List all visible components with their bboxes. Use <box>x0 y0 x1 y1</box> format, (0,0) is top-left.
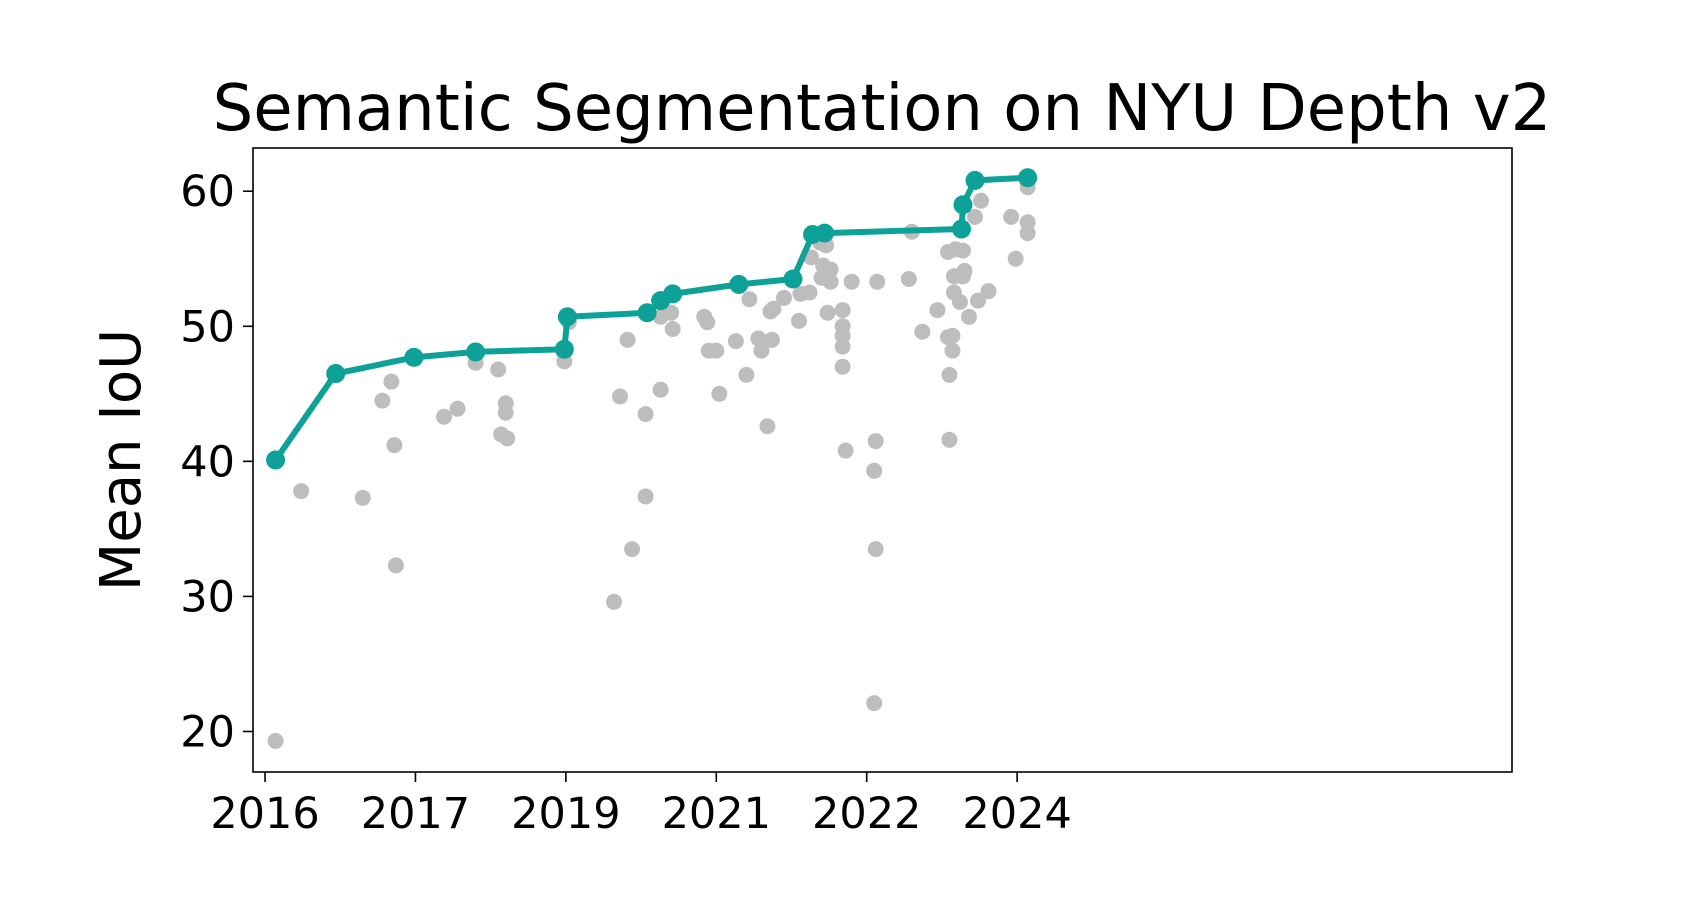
other-model-point <box>837 442 854 459</box>
sota-point <box>557 307 577 327</box>
other-model-point <box>374 392 391 409</box>
other-model-point <box>354 489 371 506</box>
other-model-point <box>765 300 782 317</box>
other-model-point <box>822 273 839 290</box>
other-model-point <box>791 312 808 329</box>
x-tick-label: 2016 <box>210 789 319 839</box>
x-tick-label: 2017 <box>361 789 470 839</box>
other-model-point <box>973 192 990 209</box>
other-model-point <box>819 304 836 321</box>
sota-point <box>815 223 835 243</box>
other-model-point <box>900 271 917 288</box>
other-model-point <box>801 284 818 301</box>
y-tick-label: 60 <box>180 167 235 217</box>
y-tick-label: 40 <box>180 437 235 487</box>
other-model-point <box>866 462 883 479</box>
other-model-point <box>929 302 946 319</box>
other-model-point <box>490 361 507 378</box>
other-model-point <box>741 291 758 308</box>
other-model-point <box>708 342 725 359</box>
sota-point <box>637 303 657 323</box>
sota-point <box>404 347 424 367</box>
sota-point <box>965 170 985 190</box>
other-model-point <box>960 308 977 325</box>
other-model-point <box>867 433 884 450</box>
x-tick-label: 2019 <box>511 789 620 839</box>
other-model-point <box>822 261 839 278</box>
other-model-point <box>727 333 744 350</box>
other-model-point <box>449 400 466 417</box>
other-model-point <box>293 483 310 500</box>
other-model-point <box>869 273 886 290</box>
chart-title: Semantic Segmentation on NYU Depth v2 <box>213 72 1552 146</box>
other-model-point <box>941 366 958 383</box>
sota-point <box>729 274 749 294</box>
other-model-point <box>1007 250 1024 267</box>
axes: 2016 2017 2019 2021 2022 2024 20 30 40 50 60 <box>180 167 1072 839</box>
other-model-point <box>956 262 973 279</box>
sota-point <box>783 269 803 289</box>
sota-point <box>663 284 683 304</box>
other-model-point <box>637 488 654 505</box>
other-model-point <box>763 331 780 348</box>
sota-point <box>326 364 346 384</box>
y-axis-label: Mean IoU <box>89 329 154 591</box>
other-model-point <box>663 304 680 321</box>
other-model-point <box>637 406 654 423</box>
other-model-point <box>967 208 984 225</box>
sota-point <box>953 195 973 215</box>
other-model-point <box>436 408 453 425</box>
other-model-point <box>866 695 883 712</box>
other-model-point <box>914 323 931 340</box>
other-model-point <box>970 292 987 309</box>
x-tick-label: 2022 <box>812 789 921 839</box>
sota-series <box>266 168 1038 470</box>
other-model-point <box>834 358 851 375</box>
other-model-point <box>1003 208 1020 225</box>
y-tick-label: 20 <box>180 707 235 757</box>
other-model-point <box>951 293 968 310</box>
other-models-series <box>267 179 1036 749</box>
other-model-point <box>699 314 716 331</box>
other-model-point <box>386 437 403 454</box>
other-model-point <box>834 338 851 355</box>
other-model-point <box>497 404 514 421</box>
other-model-point <box>499 430 516 447</box>
other-model-point <box>980 283 997 300</box>
other-model-point <box>941 431 958 448</box>
other-model-point <box>606 593 623 610</box>
other-model-point <box>867 541 884 558</box>
other-model-point <box>1019 225 1036 242</box>
other-model-point <box>834 302 851 319</box>
x-tick-label: 2021 <box>662 789 771 839</box>
plot-area-frame <box>252 147 1513 773</box>
y-tick-label: 50 <box>180 302 235 352</box>
sota-point <box>1018 168 1038 188</box>
other-model-point <box>775 289 792 306</box>
other-model-point <box>843 273 860 290</box>
other-model-point <box>944 342 961 359</box>
other-model-point <box>383 373 400 390</box>
other-model-point <box>619 331 636 348</box>
sota-point <box>266 450 286 470</box>
other-model-point <box>750 330 767 347</box>
other-model-point <box>652 381 669 398</box>
sota-point <box>951 219 971 239</box>
other-model-point <box>624 541 641 558</box>
other-model-point <box>954 242 971 259</box>
other-model-point <box>753 342 770 359</box>
other-model-point <box>387 557 404 574</box>
other-model-point <box>738 366 755 383</box>
other-model-point <box>664 320 681 337</box>
other-model-point <box>711 385 728 402</box>
other-model-point <box>944 327 961 344</box>
sota-point <box>466 342 486 362</box>
sota-point <box>554 339 574 359</box>
x-tick-label: 2024 <box>962 789 1071 839</box>
other-model-point <box>612 388 629 405</box>
y-tick-label: 30 <box>180 572 235 622</box>
other-model-point <box>759 418 776 435</box>
other-model-point <box>267 732 284 749</box>
